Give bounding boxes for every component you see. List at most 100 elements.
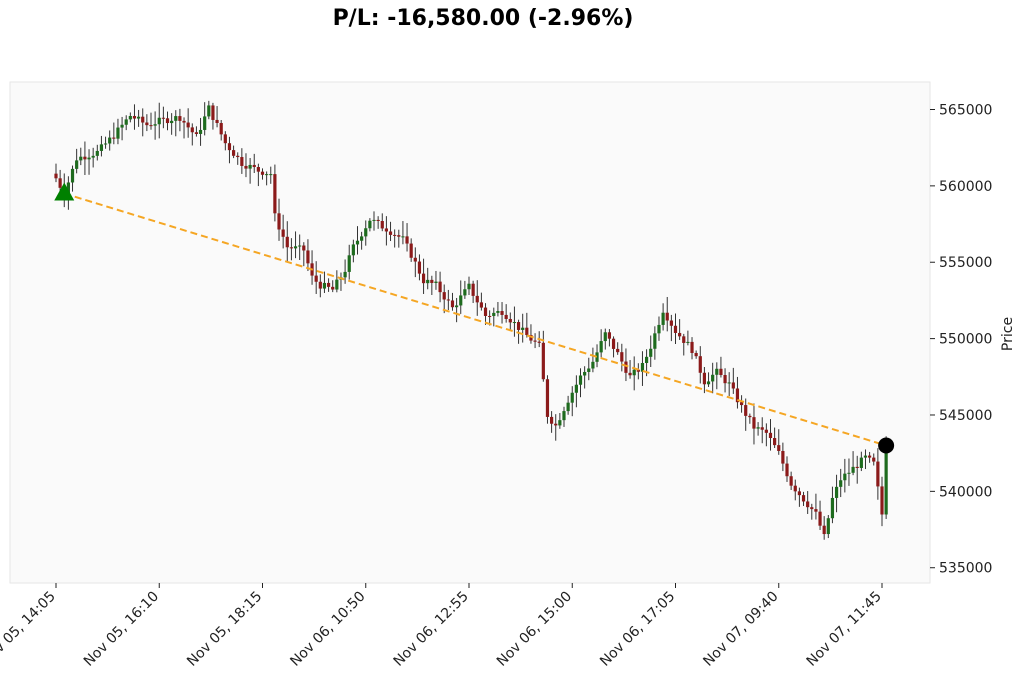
candle-body xyxy=(727,382,731,384)
entry-marker xyxy=(54,182,75,201)
candle-body xyxy=(545,379,550,417)
candle-body xyxy=(393,234,397,236)
candle-body xyxy=(231,150,236,156)
candle-body xyxy=(863,455,868,458)
candle-body xyxy=(75,160,79,169)
candle-body xyxy=(686,341,690,343)
candle-body xyxy=(463,289,467,296)
candle-body xyxy=(818,511,822,526)
candle-body xyxy=(446,299,450,301)
candle-body xyxy=(777,445,781,451)
candle-body xyxy=(401,236,405,238)
candle-body xyxy=(240,157,244,166)
candle-body xyxy=(566,402,570,412)
y-tick-label: 565000 xyxy=(939,102,992,118)
candle-body xyxy=(54,173,58,179)
candle-body xyxy=(789,476,793,486)
candle-body xyxy=(335,279,339,290)
candle-body xyxy=(95,150,99,156)
candle-body xyxy=(752,417,756,429)
x-tick-label: Nov 06, 15:00 xyxy=(494,589,575,670)
candle-body xyxy=(731,382,735,389)
candle-body xyxy=(810,507,814,510)
candle-body xyxy=(822,525,826,535)
candle-body xyxy=(884,448,888,515)
candle-body xyxy=(847,472,851,474)
candles-group xyxy=(54,100,888,540)
candle-body xyxy=(293,246,298,249)
candle-body xyxy=(793,485,797,492)
candle-body xyxy=(331,286,335,290)
candle-body xyxy=(628,372,632,376)
candle-body xyxy=(550,416,554,424)
candle-body xyxy=(421,273,426,284)
candle-body xyxy=(578,375,583,385)
candle-body xyxy=(624,361,628,373)
candle-body xyxy=(632,369,636,376)
candle-body xyxy=(525,327,529,336)
candle-body xyxy=(599,341,603,353)
candle-body xyxy=(281,229,285,237)
candle-body xyxy=(265,174,269,176)
candle-body xyxy=(145,122,149,126)
exit-marker xyxy=(878,437,895,454)
candle-body xyxy=(91,155,95,158)
candle-body xyxy=(504,314,508,319)
candle-body xyxy=(58,178,62,188)
x-tick-label: Nov 05, 18:15 xyxy=(184,589,265,670)
candle-body xyxy=(455,305,459,308)
candle-body xyxy=(170,120,174,124)
candle-body xyxy=(137,116,141,119)
candle-body xyxy=(773,438,777,446)
candle-body xyxy=(165,118,170,124)
candle-body xyxy=(289,247,294,249)
candle-body xyxy=(843,473,847,481)
candle-body xyxy=(186,122,190,128)
candle-body xyxy=(851,466,855,473)
candle-body xyxy=(500,311,504,315)
candle-body xyxy=(236,155,240,158)
candle-body xyxy=(360,236,364,241)
candle-body xyxy=(314,275,318,282)
candle-body xyxy=(479,302,483,308)
candle-body xyxy=(537,341,541,343)
candle-body xyxy=(735,388,740,403)
candle-body xyxy=(583,371,587,376)
candle-body xyxy=(326,282,331,287)
candle-body xyxy=(66,182,70,197)
candle-body xyxy=(198,129,203,134)
candle-body xyxy=(723,375,727,384)
candle-body xyxy=(426,279,430,284)
candle-body xyxy=(364,228,368,237)
candle-body xyxy=(574,384,578,393)
candle-body xyxy=(273,174,277,214)
candle-body xyxy=(744,405,748,416)
x-tick-label: Nov 07, 09:40 xyxy=(700,589,781,670)
candle-body xyxy=(872,457,876,462)
candle-body xyxy=(79,156,83,161)
candle-body xyxy=(748,415,752,418)
candle-body xyxy=(636,369,640,372)
candle-body xyxy=(442,292,446,300)
candle-body xyxy=(368,220,372,229)
x-tick-label: Nov 06, 17:05 xyxy=(597,589,678,670)
candle-body xyxy=(256,167,260,172)
candle-body xyxy=(149,125,153,127)
candle-body xyxy=(467,283,471,290)
candle-body xyxy=(161,117,165,119)
candle-body xyxy=(306,250,310,264)
candle-body xyxy=(653,333,657,349)
candle-body xyxy=(690,341,694,353)
candle-body xyxy=(739,402,744,406)
y-tick-label: 535000 xyxy=(939,561,992,577)
candle-body xyxy=(351,244,355,256)
trade-group xyxy=(54,182,895,454)
candle-body xyxy=(562,411,566,421)
candle-body xyxy=(611,338,616,349)
candle-body xyxy=(814,509,818,512)
candle-body xyxy=(711,374,715,382)
candle-body xyxy=(260,171,265,175)
candle-body xyxy=(388,231,393,235)
x-tick-label: Nov 05, 14:05 xyxy=(0,589,59,670)
candle-body xyxy=(760,427,764,430)
